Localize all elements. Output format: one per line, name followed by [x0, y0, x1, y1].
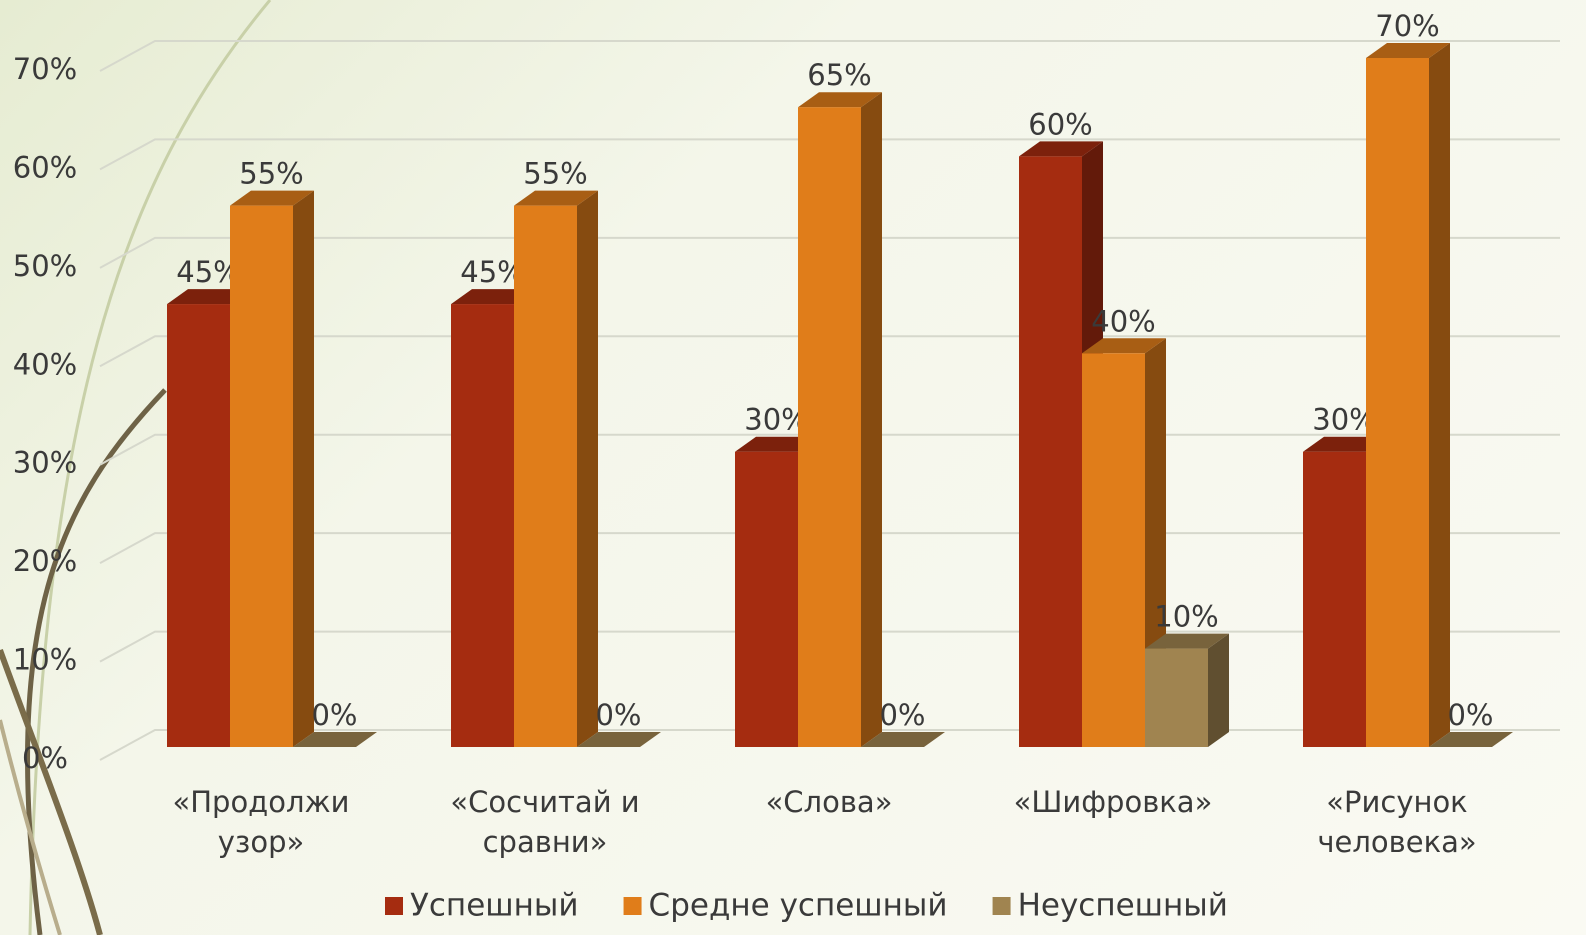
x-tick-label: «Шифровка» [1013, 785, 1213, 819]
data-label: 45% [176, 255, 240, 289]
legend-label: Успешный [410, 888, 579, 924]
y-tick-label: 30% [13, 446, 77, 480]
bar-top [293, 732, 377, 747]
data-label: 60% [1028, 107, 1092, 141]
bar [1082, 353, 1145, 747]
legend-label: Неуспешный [1018, 888, 1228, 924]
bar-top [861, 732, 945, 747]
bar-side [861, 92, 882, 747]
bar [1145, 648, 1208, 747]
y-tick-label: 40% [13, 347, 77, 381]
legend-label: Средне успешный [649, 888, 948, 924]
bar [1303, 451, 1366, 747]
bar [1019, 156, 1082, 747]
data-label: 55% [239, 157, 303, 191]
bar-side [577, 190, 598, 748]
data-label: 45% [460, 255, 524, 289]
bar [514, 205, 577, 748]
legend-swatch [992, 897, 1011, 915]
bar-side [1208, 633, 1229, 747]
data-label: 40% [1091, 304, 1155, 338]
data-label: 0% [879, 698, 925, 732]
bar [451, 304, 514, 747]
bar-top [514, 190, 598, 206]
bar-side [1429, 43, 1450, 747]
y-tick-label: 70% [13, 52, 77, 86]
data-label: 55% [523, 157, 587, 191]
data-label: 65% [807, 58, 871, 92]
data-label: 0% [595, 698, 641, 732]
bar [735, 451, 798, 747]
decoration [0, 0, 272, 935]
legend-swatch [623, 897, 642, 915]
data-label: 0% [311, 698, 357, 732]
bar [798, 107, 861, 747]
bar-top [1019, 141, 1103, 157]
x-tick-label: «Рисунок человека» [1317, 785, 1477, 859]
y-tick-label: 50% [13, 249, 77, 283]
y-tick-label: 20% [13, 544, 77, 578]
bar-top [1145, 633, 1229, 649]
bar-top [1366, 43, 1450, 58]
data-label: 30% [744, 403, 808, 437]
bar-top [798, 92, 882, 108]
bar-side [293, 190, 314, 748]
y-tick-label: 0% [22, 741, 68, 775]
bar [167, 304, 230, 747]
y-tick-label: 60% [13, 150, 77, 184]
bar-top [1429, 732, 1513, 747]
x-tick-label: «Продолжи узор» [172, 785, 350, 859]
data-label: 10% [1154, 600, 1218, 634]
grid-line [99, 138, 1560, 171]
bar [1366, 58, 1429, 747]
bar-top [230, 190, 314, 206]
bar [230, 205, 293, 748]
data-label: 0% [1447, 698, 1493, 732]
bar-top [1082, 338, 1166, 354]
bar-top [577, 732, 661, 747]
grid-line [99, 40, 1560, 72]
data-label: 30% [1312, 403, 1376, 437]
x-tick-label: «Слова» [765, 785, 893, 819]
data-label: 70% [1375, 9, 1439, 43]
x-tick-label: «Сосчитай и сравни» [450, 785, 640, 859]
y-tick-label: 10% [13, 643, 77, 677]
legend-swatch [385, 897, 403, 915]
